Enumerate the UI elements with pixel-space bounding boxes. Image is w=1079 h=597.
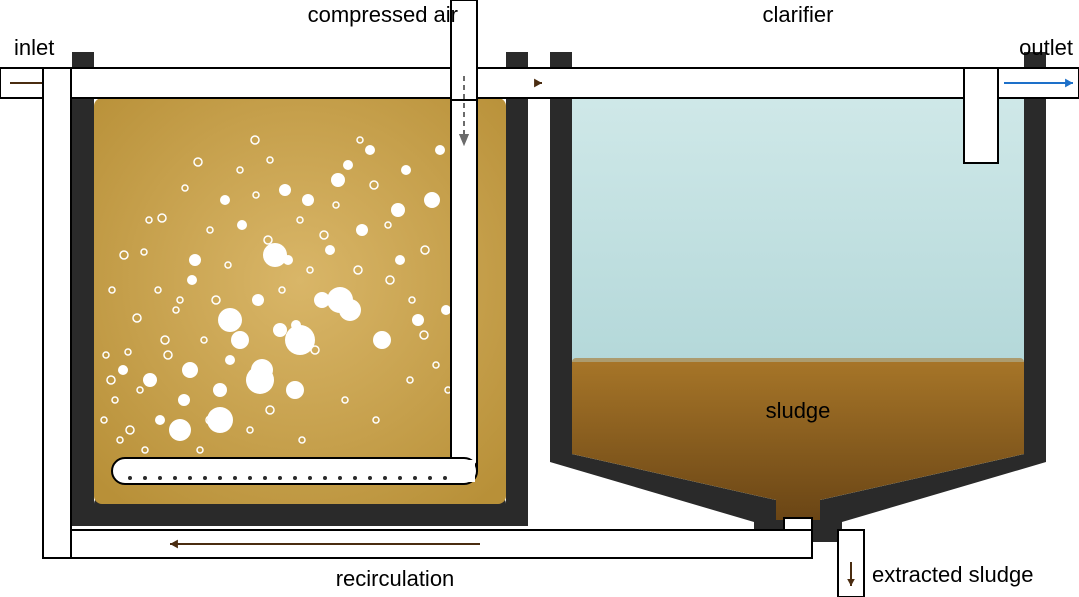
activated-sludge-diagram: inlet compressed air clarifier outlet sludge…	[0, 0, 1079, 597]
label-clarifier: clarifier	[763, 2, 834, 27]
label-inlet: inlet	[14, 35, 54, 60]
label-outlet: outlet	[1019, 35, 1073, 60]
label-extracted-sludge: extracted sludge	[872, 562, 1033, 587]
label-compressed-air: compressed air	[308, 2, 458, 27]
label-sludge: sludge	[766, 398, 831, 423]
label-recirculation: recirculation	[336, 566, 455, 591]
